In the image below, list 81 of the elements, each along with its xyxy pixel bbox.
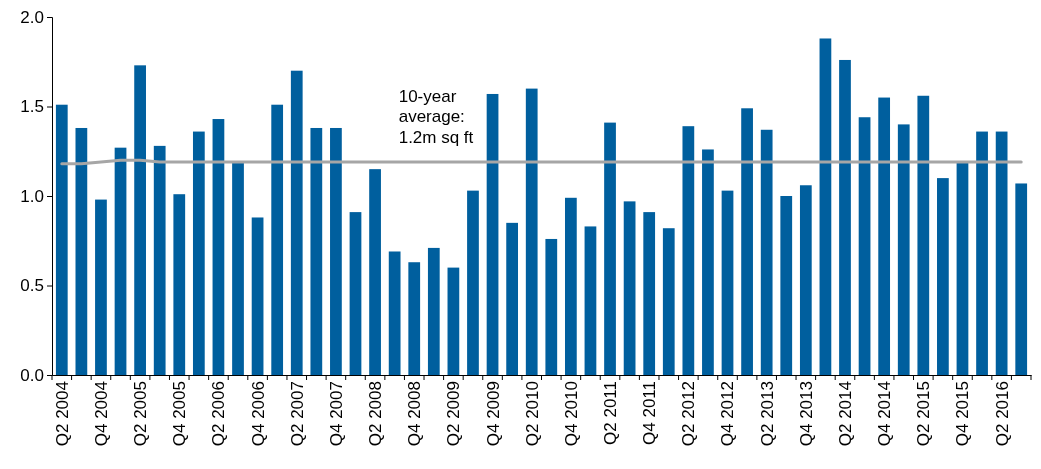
x-tick-label: Q4 2007: [326, 381, 346, 447]
bar: [467, 190, 479, 375]
bar: [565, 197, 577, 375]
bar: [682, 126, 695, 375]
x-tick-label: Q4 2011: [640, 381, 660, 445]
x-tick-label: Q2 2008: [366, 381, 386, 447]
bar: [95, 199, 107, 375]
bar: [369, 169, 381, 375]
bar: [780, 196, 793, 375]
bar: [192, 131, 205, 375]
bar: [153, 145, 166, 375]
x-tick-label: Q2 2007: [287, 381, 307, 447]
x-tick-label: Q4 2005: [170, 381, 190, 447]
bar: [447, 267, 460, 375]
bar: [839, 59, 851, 375]
x-tick-label: Q2 2016: [992, 381, 1012, 447]
y-tick-label: 1.5: [20, 97, 44, 117]
x-tick-label: Q2 2011: [600, 381, 620, 445]
x-tick-label: Q2 2006: [209, 381, 229, 447]
bar: [55, 104, 68, 375]
x-tick-label: Q2 2014: [835, 381, 855, 447]
bar: [937, 178, 949, 375]
bar: [643, 212, 656, 375]
x-tick-label: Q4 2009: [483, 381, 503, 447]
bar: [956, 161, 969, 375]
x-tick-label: Q4 2008: [405, 381, 425, 447]
bar: [760, 129, 773, 375]
bar: [75, 127, 88, 375]
bar: [173, 194, 186, 375]
x-tick-label: Q2 2010: [522, 381, 542, 447]
y-tick-label: 0.0: [20, 365, 44, 385]
bar: [349, 212, 362, 375]
bar: [799, 185, 812, 375]
bar: [114, 147, 127, 375]
x-tick-label: Q2 2005: [131, 381, 151, 447]
bar: [662, 228, 675, 375]
bar: [388, 251, 401, 375]
bar: [897, 124, 910, 375]
y-tick-label: 0.5: [20, 276, 44, 296]
bar: [271, 104, 284, 375]
bar: [427, 247, 440, 375]
bar: [212, 119, 225, 375]
x-tick-label: Q2 2009: [444, 381, 464, 447]
x-tick-label: Q4 2014: [875, 381, 895, 447]
bar: [976, 131, 988, 375]
x-tick-label: Q4 2004: [91, 381, 111, 447]
bar: [858, 117, 871, 375]
x-tick-label: Q2 2004: [52, 381, 72, 447]
x-tick-label: Q4 2013: [796, 381, 816, 447]
bar: [134, 65, 146, 375]
bar: [506, 222, 518, 375]
x-tick-label: Q4 2006: [248, 381, 268, 447]
bar: [584, 226, 597, 375]
bar: [525, 88, 538, 375]
bar: [330, 127, 342, 375]
bar: [604, 122, 616, 375]
bar: [545, 238, 558, 375]
y-tick-label: 1.0: [20, 186, 44, 206]
x-tick-label: Q2 2012: [679, 381, 699, 447]
x-tick-label: Q2 2013: [757, 381, 777, 447]
bar: [721, 190, 734, 375]
bar: [623, 201, 636, 375]
bar: [995, 131, 1008, 375]
bar: [310, 127, 323, 375]
bar: [232, 161, 244, 375]
y-tick-label: 2.0: [20, 7, 44, 27]
x-tick-label: Q4 2010: [561, 381, 581, 447]
bar: [741, 108, 753, 375]
bar: [702, 149, 714, 375]
bar: [878, 97, 891, 375]
x-tick-label: Q4 2012: [718, 381, 738, 447]
x-tick-label: Q2 2015: [914, 381, 934, 447]
x-tick-label: Q4 2015: [953, 381, 973, 447]
bar: [290, 70, 303, 375]
bar: [1015, 183, 1028, 375]
bar: [486, 93, 499, 375]
annotation: 10-year average: 1.2m sq ft: [398, 86, 474, 147]
bar: [917, 95, 930, 375]
bar: [819, 38, 832, 375]
bar: [408, 262, 421, 375]
bar: [251, 217, 264, 375]
